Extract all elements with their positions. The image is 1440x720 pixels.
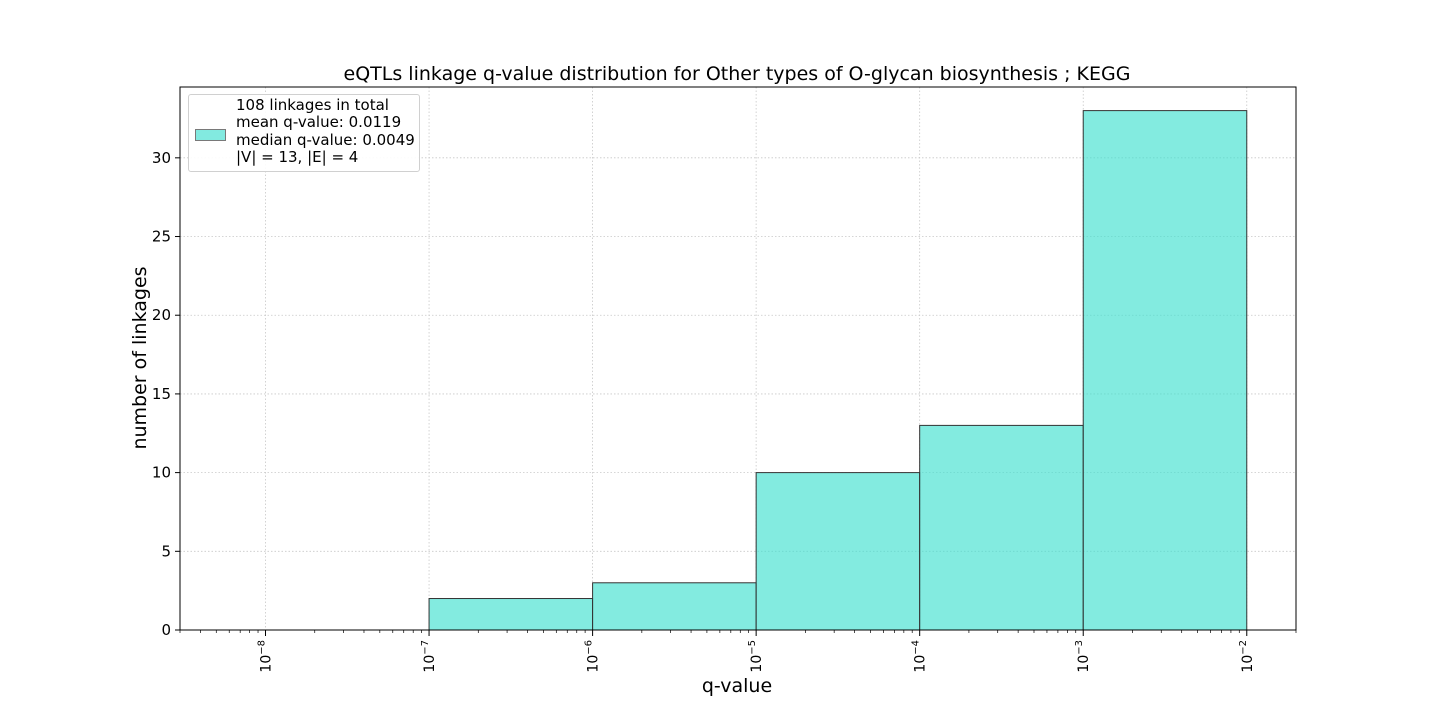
y-tick-label: 10 [152,464,171,482]
histogram-bar [592,582,757,631]
y-axis-ticks: 0 5 10 15 20 25 30 [152,149,180,639]
x-tick-label: 10−3 [1074,640,1092,673]
x-tick-label: 10−5 [747,640,765,673]
y-tick-label: 30 [152,149,171,167]
y-tick-label: 5 [161,542,171,560]
x-tick-label: 10−7 [420,640,438,673]
histogram-bar [919,424,1084,631]
x-tick-label: 10−4 [911,640,929,673]
y-tick-label: 25 [152,228,171,246]
histogram-bar [755,472,921,631]
y-tick-label: 15 [152,385,171,403]
histogram-bar [1082,110,1248,631]
y-axis-label: number of linkages [129,266,151,449]
x-tick-label: 10−6 [584,640,602,673]
y-tick-label: 20 [152,306,171,324]
x-axis-label: q-value [702,675,772,697]
x-axis-ticks: 10−8 10−7 10−6 10−5 10−4 10−3 10−2 [179,630,1297,673]
legend: 108 linkages in total mean q-value: 0.01… [188,94,420,172]
legend-line-graph-size: |V| = 13, |E| = 4 [236,147,359,166]
legend-line-mean: mean q-value: 0.0119 [236,113,402,132]
plot-frame [179,86,1297,631]
x-tick-label: 10−2 [1238,640,1256,673]
legend-line-median: median q-value: 0.0049 [236,130,415,149]
x-tick-label: 10−8 [257,640,275,673]
y-tick-label: 0 [161,621,171,639]
histogram-bar [428,598,594,631]
legend-text: 108 linkages in total mean q-value: 0.01… [236,96,415,166]
legend-line-total: 108 linkages in total [236,96,389,114]
histogram-bars [428,110,1248,631]
chart-title: eQTLs linkage q-value distribution for O… [344,63,1131,85]
legend-swatch [195,129,226,141]
